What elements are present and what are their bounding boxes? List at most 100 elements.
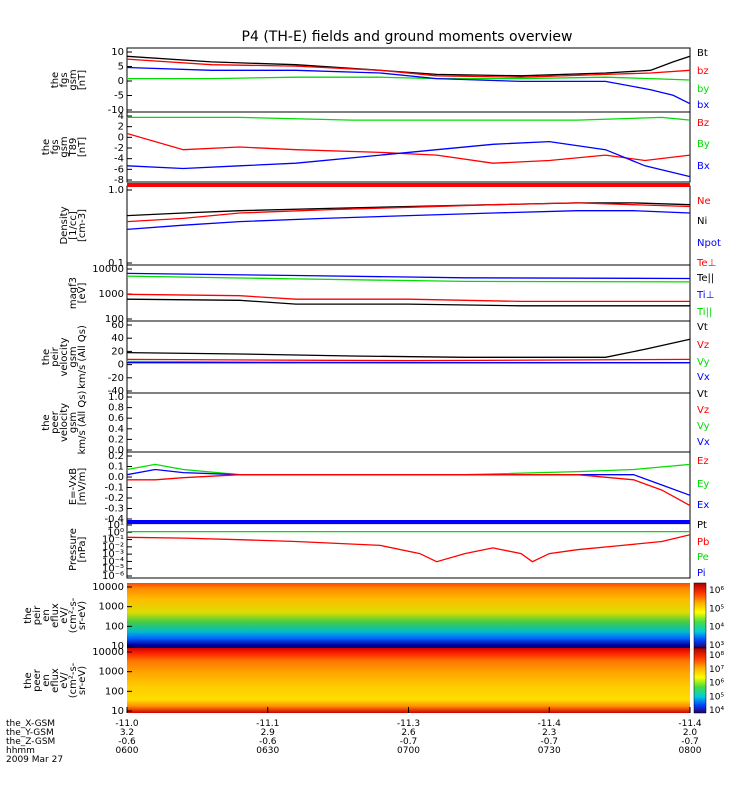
y-tick-label: 10⁻⁴ <box>102 556 124 567</box>
y-axis-label: [nT] <box>77 137 88 157</box>
legend-entry: Pi <box>697 568 706 579</box>
x-axis-value: 2.6 <box>401 728 416 738</box>
y-tick-label: 10⁻⁵ <box>102 564 124 575</box>
y-axis-label: km/s (All Qs) <box>77 325 88 389</box>
y-tick-label: -4 <box>114 154 124 165</box>
legend-entry: Ez <box>697 456 709 467</box>
panel-6: 1.00.80.60.40.20.0 thepeervelocitygsmkm/s… <box>41 389 710 456</box>
legend-entry: Vx <box>697 372 710 383</box>
y-axis-label: [eV] <box>77 283 88 304</box>
y-tick-label: 100 <box>105 314 124 325</box>
y-axis-label: en <box>41 609 52 622</box>
series-line-Ni <box>126 202 691 217</box>
x-axis-value: 2.0 <box>683 728 698 738</box>
legend-entry: bx <box>697 100 709 111</box>
y-axis-label: Pressure <box>68 528 79 571</box>
x-axis-row-label: the_Y-GSM <box>6 728 54 738</box>
series-line-Ti|| <box>126 275 691 283</box>
series-line-Ti⊥ <box>126 272 691 280</box>
legend-entry: Ti|| <box>696 307 712 318</box>
panel-7: 0.20.10.0-0.1-0.2-0.3-0.4 E=-VxB[mV/m] Ez E… <box>68 451 709 525</box>
x-axis-value: -11.3 <box>397 719 420 729</box>
y-tick-label: 0.6 <box>108 413 124 424</box>
axis-frame <box>126 111 691 183</box>
x-axis-value: -0.7 <box>540 737 558 747</box>
x-axis-value: -11.1 <box>256 719 279 729</box>
series-line-Pb <box>126 534 691 563</box>
y-tick-label: 10 <box>111 641 124 652</box>
y-axis-label: peer <box>50 410 61 434</box>
y-axis-label: eV/ <box>59 672 70 689</box>
pressure-top-band <box>127 520 690 523</box>
y-axis-label: magf3 <box>68 277 79 309</box>
y-tick-label: -0.4 <box>104 514 124 525</box>
y-tick-label: -5 <box>114 91 124 102</box>
panel-4: 10000 1000 100 magf3[eV] Te⊥ Te|| Ti⊥ Ti|| <box>68 258 716 325</box>
legend-entry: bz <box>697 66 709 77</box>
y-tick-label: 0.1 <box>108 462 124 473</box>
axis-frame <box>126 520 691 579</box>
heatmap-fill <box>127 648 690 713</box>
y-tick-label: 100 <box>105 621 124 632</box>
series-line-Vz <box>126 358 691 362</box>
y-tick-label: -0.2 <box>104 493 124 504</box>
x-axis-value: 2.3 <box>542 728 556 738</box>
series-line-bx <box>126 66 691 105</box>
legend-entry: Te⊥ <box>696 258 716 269</box>
y-tick-label: 10¹ <box>107 520 124 531</box>
legend-entry: Bx <box>697 161 710 172</box>
legend-entry: Pe <box>697 552 709 563</box>
y-axis-label: fgs <box>59 72 70 87</box>
series-line-By <box>127 116 691 121</box>
panel-3: 1.0 0.1 Density[1/cc][cm-3] Ne Ni Npot <box>59 185 721 269</box>
y-tick-label: -0.1 <box>104 483 124 494</box>
x-axis-value: -0.7 <box>681 737 699 747</box>
y-axis-label: fgs <box>50 139 61 154</box>
colorbar-tick-label: 10⁷ <box>709 665 724 675</box>
y-axis-label: velocity <box>59 403 70 442</box>
y-tick-label: 1.0 <box>108 392 124 403</box>
y-tick-label: 10 <box>111 706 124 717</box>
y-axis-label: eV/ <box>59 607 70 624</box>
y-tick-label: 10⁻⁶ <box>102 571 124 582</box>
x-axis-value: -0.6 <box>118 737 136 747</box>
legend-entry: by <box>697 84 709 95</box>
colorbar-tick-label: 10⁸ <box>709 651 724 661</box>
legend-entry: Vz <box>697 340 709 351</box>
y-axis-label: gsm <box>68 412 79 433</box>
x-axis-value: 2.9 <box>261 728 276 738</box>
y-tick-label: 10000 <box>92 647 124 658</box>
x-axis-table: the_X-GSM -11.0 -11.1 -11.3 -11.4 -11.4 the_Y-… <box>6 707 702 765</box>
y-tick-label: 2 <box>118 122 124 133</box>
y-axis-label: E=-VxB <box>68 468 79 505</box>
y-axis-label: the <box>41 349 52 365</box>
colorbar-tick-label: 10⁶ <box>709 586 724 596</box>
panels: 1050-5-10thefgsgsm[nT]Btbzbybx420-2-4-6-… <box>23 47 724 717</box>
legend-entry: Ey <box>697 479 709 490</box>
y-axis-label: peer <box>32 668 43 692</box>
y-tick-label: 10 <box>111 47 124 58</box>
x-axis-row-label: the_Z-GSM <box>6 737 55 747</box>
y-tick-label: 10⁻¹ <box>102 535 124 546</box>
y-axis-label: (cm²-s- <box>68 662 79 698</box>
legend-entry: Vz <box>697 405 709 416</box>
series-line-Bz <box>126 132 691 164</box>
y-axis-label: eflux <box>50 668 61 693</box>
y-axis-label: peir <box>32 605 43 625</box>
series-line-Vt <box>126 338 691 358</box>
y-tick-label: 10⁻² <box>102 542 124 553</box>
y-tick-label: -20 <box>108 373 124 384</box>
y-axis-label: the <box>23 672 34 688</box>
legend-entry: Bt <box>697 48 708 59</box>
y-tick-label: 0 <box>118 360 124 371</box>
y-axis-label: sr-eV) <box>77 666 88 695</box>
series-line-Ez <box>127 474 691 507</box>
x-axis-row-label: the_X-GSM <box>6 719 55 729</box>
figure-title: P4 (TH-E) fields and ground moments over… <box>242 29 573 45</box>
y-axis-label: [nPa] <box>77 536 88 562</box>
x-axis-value: 3.2 <box>120 728 134 738</box>
y-tick-label: 40 <box>111 333 124 344</box>
